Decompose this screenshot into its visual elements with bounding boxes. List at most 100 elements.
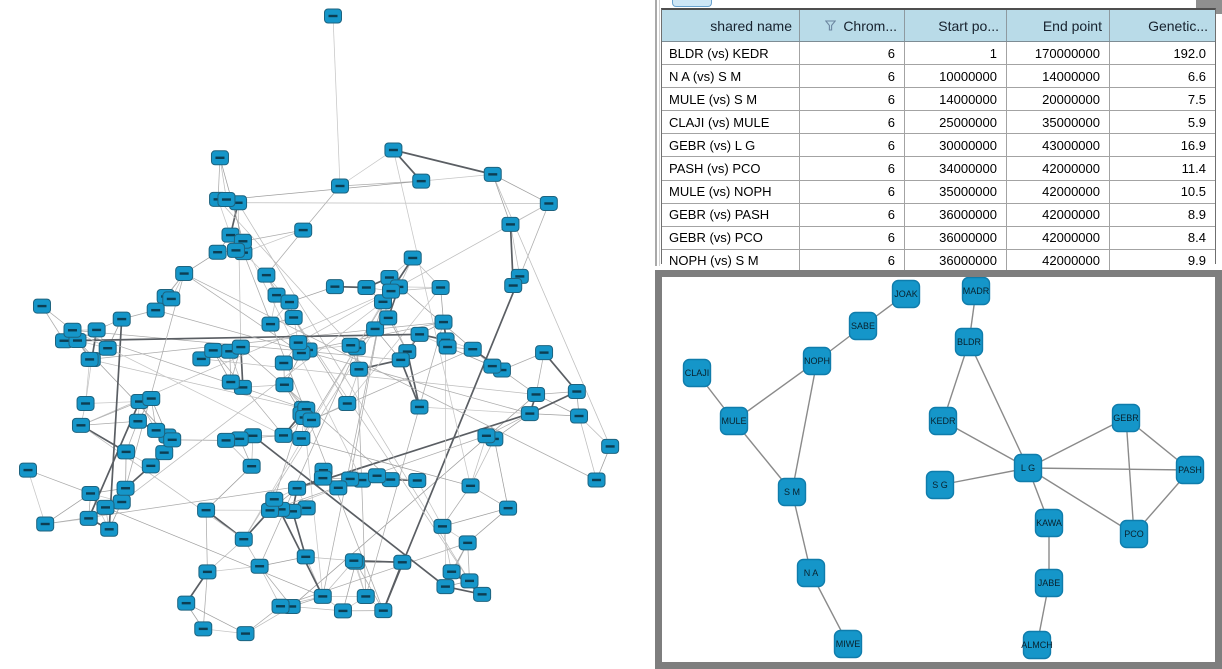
network-node[interactable] [483,358,502,374]
network-node-lg[interactable]: L G [1013,453,1043,483]
network-node-gebr[interactable]: GEBR [1111,403,1141,433]
network-node-joak[interactable]: JOAK [891,279,921,309]
network-node[interactable] [338,396,357,412]
network-node[interactable] [356,588,375,604]
network-node[interactable] [501,216,520,232]
column-header-end-point[interactable]: End point [1007,10,1110,41]
network-node-almch[interactable]: ALMCH [1021,630,1053,660]
network-node[interactable] [461,478,480,494]
network-node[interactable] [36,516,55,532]
network-node[interactable] [520,406,539,422]
network-node[interactable] [76,395,95,411]
network-node[interactable] [431,280,450,296]
network-node[interactable] [177,595,196,611]
network-node[interactable] [535,345,554,361]
network-node[interactable] [112,311,131,327]
network-node[interactable] [463,341,482,357]
network-node[interactable] [198,564,217,580]
network-node[interactable] [349,361,368,377]
network-node-kedr[interactable]: KEDR [928,406,958,436]
network-node[interactable] [357,280,376,296]
network-node-pash[interactable]: PASH [1175,455,1205,485]
network-node[interactable] [81,485,100,501]
network-node-sabe[interactable]: SABE [848,311,878,341]
network-node[interactable] [393,554,412,570]
table-row[interactable]: MULE (vs) S M 6 14000000 20000000 7.5 [662,88,1215,112]
graph-edge-lg-pco[interactable] [1027,467,1135,535]
network-node-madr[interactable]: MADR [961,276,991,306]
network-node[interactable] [236,626,255,642]
network-node-noph[interactable]: NOPH [802,346,832,376]
network-node[interactable] [80,351,99,367]
network-node[interactable] [100,521,119,537]
network-node-jabe[interactable]: JABE [1034,568,1064,598]
column-header-shared-name[interactable]: shared name [662,10,800,41]
network-node[interactable] [331,178,349,194]
network-node[interactable] [217,432,236,448]
network-node[interactable] [289,335,308,351]
network-node[interactable] [284,309,303,325]
graph-edge-gebr-pco[interactable] [1125,417,1135,535]
network-node[interactable] [504,278,523,294]
network-node[interactable] [329,480,348,496]
table-row[interactable]: GEBR (vs) L G 6 30000000 43000000 16.9 [662,134,1215,158]
network-node[interactable] [208,244,227,260]
network-node[interactable] [442,564,461,580]
column-header-chrom-[interactable]: Chrom... [800,10,905,41]
graph-edge-noph-sm[interactable] [791,360,818,493]
network-node[interactable] [146,302,165,318]
network-node[interactable] [226,242,245,258]
network-node[interactable] [257,267,276,283]
network-node[interactable] [141,458,160,474]
network-node[interactable] [384,142,403,158]
network-node[interactable] [242,458,261,474]
network-node[interactable] [344,553,363,569]
network-node[interactable] [539,195,558,211]
table-row[interactable]: NOPH (vs) S M 6 36000000 42000000 9.9 [662,249,1215,272]
network-node[interactable] [274,355,293,371]
network-node[interactable] [483,166,502,182]
network-node[interactable] [162,291,181,307]
network-node[interactable] [197,502,216,518]
network-node[interactable] [601,438,620,454]
network-node[interactable] [292,430,311,446]
network-node[interactable] [96,499,115,515]
network-node[interactable] [194,621,213,637]
network-node[interactable] [117,444,136,460]
graph-edge-sg-lg[interactable] [939,467,1029,486]
network-node[interactable] [587,472,606,488]
network-node[interactable] [79,510,98,526]
network-node[interactable] [391,352,410,368]
network-node[interactable] [250,558,269,574]
table-row[interactable]: PASH (vs) PCO 6 34000000 42000000 11.4 [662,157,1215,181]
table-row[interactable]: CLAJI (vs) MULE 6 25000000 35000000 5.9 [662,111,1215,135]
table-row[interactable]: GEBR (vs) PCO 6 36000000 42000000 8.4 [662,226,1215,250]
network-node[interactable] [458,535,477,551]
funnel-icon[interactable] [825,20,837,31]
graph-edge-lg-pash[interactable] [1027,467,1191,471]
network-node-claji[interactable]: CLAJI [682,358,712,388]
network-node[interactable] [296,549,315,565]
result-network-canvas[interactable]: JOAK MADR SABE BLDR NOPH CLAJI GEBR KEDR MULE L G… [655,270,1222,669]
graph-edge-noph-mule[interactable] [733,360,818,422]
network-node[interactable] [210,150,229,166]
table-row[interactable]: MULE (vs) NOPH 6 35000000 42000000 10.5 [662,180,1215,204]
network-node[interactable] [381,283,400,299]
network-node[interactable] [570,408,589,424]
network-node[interactable] [368,468,387,484]
column-header-start-po-[interactable]: Start po... [905,10,1007,41]
network-node[interactable] [412,173,431,189]
network-node[interactable] [128,413,147,429]
network-node[interactable] [366,321,385,337]
network-node[interactable] [288,480,307,496]
network-node[interactable] [147,422,166,438]
network-node-bldr[interactable]: BLDR [954,327,984,357]
network-node[interactable] [217,192,236,208]
network-node[interactable] [163,432,182,448]
network-node[interactable] [438,339,457,355]
network-node[interactable] [408,472,427,488]
network-node[interactable] [142,391,161,407]
table-tab-stub[interactable] [672,0,712,7]
network-node[interactable] [433,518,452,534]
network-node[interactable] [116,480,135,496]
